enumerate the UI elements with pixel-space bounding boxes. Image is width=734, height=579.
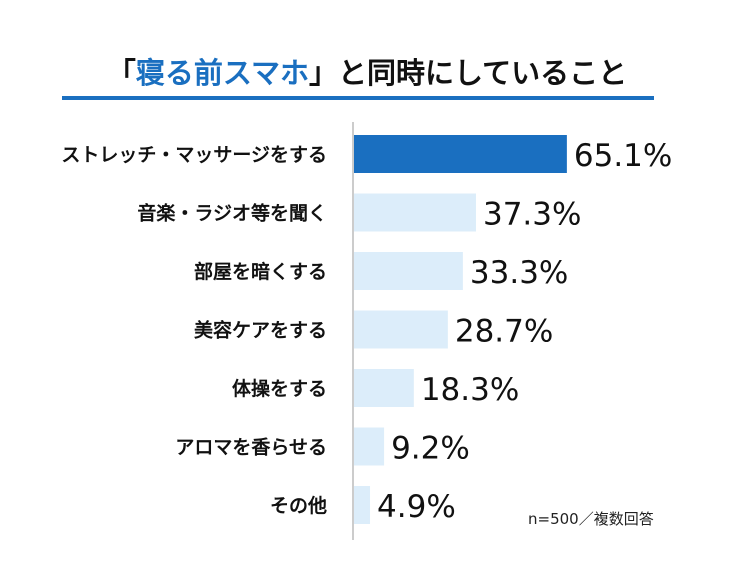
value-label-1: 65.1% [574, 138, 672, 174]
value-label-5: 18.3% [421, 372, 519, 408]
category-label-6: アロマを香らせる [175, 437, 327, 459]
category-label-7: その他 [270, 494, 327, 517]
category-label-2: 音楽・ラジオ等を聞く [137, 202, 327, 225]
title-highlight: 寝る前スマホ [135, 56, 309, 90]
bar-3 [354, 252, 463, 290]
title-underline [62, 96, 654, 100]
title-open-bracket: 「 [106, 56, 136, 90]
category-label-4: 美容ケアをする [194, 319, 327, 342]
value-label-7: 4.9% [377, 489, 456, 525]
bar-6 [354, 427, 385, 466]
category-label-1: ストレッチ・マッサージをする [61, 144, 327, 166]
bar-5 [354, 369, 414, 407]
bar-7 [354, 486, 371, 524]
sample-note: n=500／複数回答 [528, 510, 654, 528]
category-label-3: 部屋を暗くする [194, 260, 327, 283]
bar-1 [354, 135, 567, 173]
value-label-2: 37.3% [483, 197, 581, 233]
bar-4 [354, 310, 448, 349]
value-label-4: 28.7% [455, 314, 553, 350]
chart-title: 「寝る前スマホ」と同時にしていること [0, 50, 734, 92]
value-label-3: 33.3% [470, 255, 568, 291]
bar-2 [354, 193, 476, 232]
value-label-6: 9.2% [391, 431, 470, 467]
category-label-5: 体操をする [232, 377, 327, 400]
title-rest: 」と同時にしていること [309, 56, 628, 90]
